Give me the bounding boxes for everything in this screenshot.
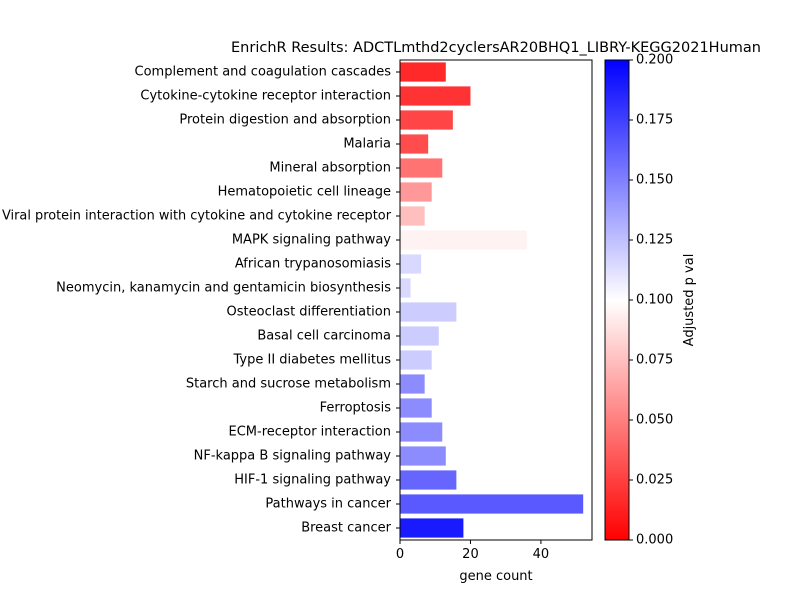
chart-title: EnrichR Results: ADCTLmthd2cyclersAR20BH… [231,40,761,56]
colorbar-ticks: 0.000 0.025 0.050 0.075 0.100 0.125 0.150 0.175… [629,53,673,548]
y-tick-label: Basal cell carcinoma [257,329,391,344]
colorbar [604,59,630,541]
bar-18 [400,470,457,490]
y-tick-label: MAPK signaling pathway [232,233,391,248]
plot-frame [399,59,593,541]
y-tick-label: Protein digestion and absorption [179,113,391,128]
bars-layer [400,62,584,538]
bar-11 [400,302,457,322]
bar-10 [400,278,411,298]
bar-3 [400,110,453,130]
bar-4 [400,134,429,154]
y-tick-labels: Complement and coagulation cascades Cytok… [2,65,400,536]
x-axis-label: gene count [459,569,532,584]
y-tick-label: Osteoclast differentiation [227,305,391,320]
colorbar-tick-label: 0.050 [636,413,673,428]
colorbar-tick-label: 0.000 [636,533,673,548]
bar-13 [400,350,432,370]
x-axis: 0 20 40 [396,540,549,562]
bar-17 [400,446,446,466]
bar-9 [400,254,422,274]
bar-1 [400,62,446,82]
x-tick-label: 20 [462,547,479,562]
bar-20 [400,518,464,538]
y-tick-label: African trypanosomiasis [235,257,391,272]
colorbar-tick-label: 0.175 [636,113,673,128]
x-tick-label: 0 [396,547,404,562]
y-tick-label: NF-kappa B signaling pathway [194,449,392,464]
bar-7 [400,206,425,226]
y-tick-label: Ferroptosis [320,401,392,416]
y-tick-label: Pathways in cancer [265,497,391,512]
bar-6 [400,182,432,202]
bar-15 [400,398,432,418]
y-tick-label: Neomycin, kanamycin and gentamicin biosy… [56,281,391,296]
y-tick-label: Viral protein interaction with cytokine … [2,209,392,224]
y-tick-label: Hematopoietic cell lineage [218,185,391,200]
bar-2 [400,86,471,106]
y-tick-label: HIF-1 signaling pathway [234,473,391,488]
colorbar-tick-label: 0.025 [636,473,673,488]
colorbar-tick-label: 0.125 [636,233,673,248]
colorbar-label: Adjusted p val [682,254,697,347]
y-tick-label: Malaria [343,137,391,152]
y-tick-label: Breast cancer [301,521,391,536]
y-tick-label: Type II diabetes mellitus [233,353,392,368]
colorbar-tick-label: 0.150 [636,173,673,188]
bar-12 [400,326,439,346]
colorbar-tick-label: 0.075 [636,353,673,368]
y-tick-label: Complement and coagulation cascades [135,65,392,80]
y-tick-label: Mineral absorption [269,161,391,176]
y-tick-label: Starch and sucrose metabolism [186,377,391,392]
colorbar-tick-label: 0.200 [636,53,673,68]
bar-16 [400,422,443,442]
bar-14 [400,374,425,394]
bar-8 [400,230,527,250]
colorbar-tick-label: 0.100 [636,293,673,308]
y-tick-label: ECM-receptor interaction [229,425,392,440]
bar-19 [400,494,584,514]
x-tick-label: 40 [533,547,550,562]
bar-5 [400,158,443,178]
y-tick-label: Cytokine-cytokine receptor interaction [140,89,391,104]
